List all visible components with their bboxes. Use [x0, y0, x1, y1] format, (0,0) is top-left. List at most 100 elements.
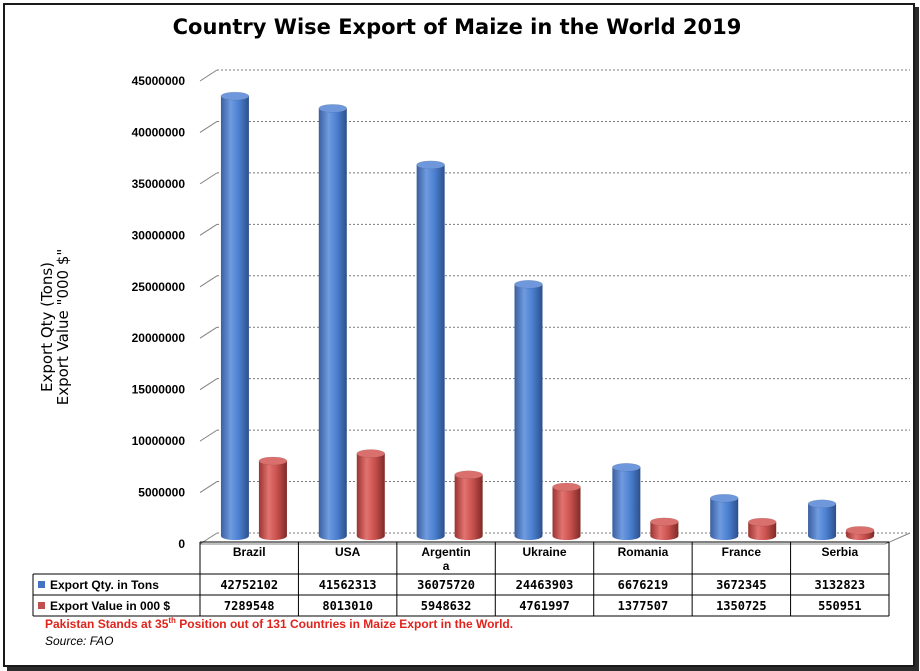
bar-body: [552, 487, 581, 536]
bar-body: [318, 108, 347, 536]
bar-base: [650, 532, 679, 540]
source-note: Source: FAO: [45, 634, 113, 648]
pakistan-note: Pakistan Stands at 35th Position out of …: [45, 616, 513, 631]
gridline-diagonal: [199, 69, 218, 82]
y-tick-label: 10000000: [132, 434, 186, 448]
y-tick-label: 30000000: [132, 228, 186, 242]
data-table-value: 24463903: [516, 578, 574, 592]
y-axis-label-line2: Export Value "000 $": [54, 249, 72, 406]
bar-body: [454, 474, 483, 536]
bar-qty-usa: [318, 104, 348, 540]
bar-body: [416, 164, 445, 536]
bar-value-serbia: [845, 526, 875, 540]
gridline-diagonal: [199, 223, 218, 236]
bar-body: [258, 460, 287, 536]
bar-body: [220, 96, 249, 537]
bar-value-ukraine: [552, 482, 581, 540]
bar-qty-france: [709, 493, 739, 540]
y-tick-label: 20000000: [132, 331, 186, 345]
data-table-value: 6676219: [618, 578, 669, 592]
y-tick-label: 15000000: [132, 383, 186, 397]
x-category-label: a: [443, 559, 450, 573]
bar-top: [258, 456, 288, 466]
bar-base: [846, 532, 875, 540]
data-table-value: 3672345: [716, 578, 767, 592]
gridlines: [199, 69, 911, 545]
bar-top: [747, 517, 777, 527]
bars: [220, 91, 875, 540]
data-table-value: 36075720: [417, 578, 475, 592]
gridline-diagonal: [199, 378, 218, 391]
y-axis-ticks: 0 5000000 10000000 15000000 20000000 25000000…: [132, 74, 186, 551]
bar-base: [612, 532, 641, 540]
chart-title: Country Wise Export of Maize in the Worl…: [173, 15, 742, 39]
x-category-label: Ukraine: [522, 545, 566, 559]
y-tick-label: 45000000: [132, 74, 186, 88]
legend-label: Export Qty. in Tons: [50, 578, 159, 592]
x-category-label: USA: [335, 545, 361, 559]
y-tick-label: 5000000: [138, 486, 185, 500]
data-table-value: 5948632: [421, 599, 472, 613]
data-table-value: 550951: [818, 599, 861, 613]
chart-frame: Country Wise Export of Maize in the Worl…: [3, 3, 915, 667]
gridline-diagonal: [199, 275, 218, 288]
bar-base: [356, 532, 385, 540]
bar-qty-ukraine: [514, 280, 543, 540]
y-axis-label: Export Qty (Tons) Export Value "000 $": [38, 249, 72, 406]
data-table-value: 4761997: [519, 599, 570, 613]
legend-label: Export Value in 000 $: [50, 599, 170, 613]
bar-base: [748, 532, 777, 540]
bar-qty-romania: [612, 463, 641, 540]
legend-swatch: [38, 602, 45, 609]
y-axis-label-line1: Export Qty (Tons): [38, 262, 56, 392]
y-tick-label: 40000000: [132, 125, 186, 139]
bar-top: [318, 104, 348, 113]
bar-body: [612, 467, 641, 536]
bar-qty-brazil: [220, 91, 250, 540]
bar-qty-serbia: [807, 499, 837, 540]
bar-base: [454, 532, 483, 540]
bar-top: [807, 499, 837, 509]
data-table-value: 1377507: [618, 599, 669, 613]
bar-top: [514, 280, 543, 289]
bar-body: [650, 521, 679, 536]
x-category-label: France: [722, 545, 762, 559]
bar-body: [748, 522, 777, 536]
x-category-label: Serbia: [821, 545, 858, 559]
bar-base: [552, 532, 581, 540]
data-table-value: 42752102: [220, 578, 278, 592]
maize-export-chart: Country Wise Export of Maize in the Worl…: [32, 15, 911, 648]
data-table-value: 1350725: [716, 599, 767, 613]
x-category-label: Romania: [618, 545, 669, 559]
bar-top: [650, 517, 679, 527]
bar-top: [356, 449, 386, 458]
gridline-diagonal: [199, 429, 218, 442]
bar-top: [845, 526, 875, 535]
bar-base: [808, 532, 837, 540]
bar-top: [612, 463, 641, 472]
bar-base: [258, 532, 287, 540]
bar-top: [416, 160, 445, 170]
x-category-label: Brazil: [233, 545, 266, 559]
bar-value-brazil: [258, 456, 288, 540]
bar-base: [514, 532, 543, 540]
bar-value-usa: [356, 449, 386, 540]
bar-value-romania: [650, 517, 679, 540]
gridline-diagonal: [199, 326, 218, 339]
gridline-diagonal: [199, 172, 218, 185]
gridline-diagonal: [199, 121, 218, 133]
y-tick-label: 25000000: [132, 280, 186, 294]
bar-value-france: [747, 517, 777, 540]
gridline-diagonal: [199, 481, 218, 493]
data-table-value: 41562313: [319, 578, 377, 592]
bar-top: [220, 91, 250, 101]
bar-body: [356, 453, 385, 536]
x-category-label: Argentin: [421, 545, 470, 559]
bar-value-argentina: [454, 470, 483, 540]
y-tick-label: 35000000: [132, 177, 186, 191]
bar-qty-argentina: [416, 160, 445, 540]
legend-swatch: [38, 581, 45, 588]
bar-body: [514, 284, 543, 536]
data-table-value: 3132823: [814, 578, 865, 592]
